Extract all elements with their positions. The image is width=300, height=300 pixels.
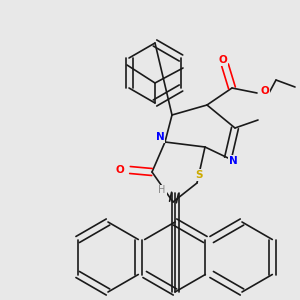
Text: O: O (116, 165, 124, 175)
Text: H: H (158, 185, 166, 195)
Text: N: N (156, 132, 164, 142)
Text: S: S (195, 170, 203, 180)
Text: O: O (219, 55, 227, 65)
Text: H: H (159, 185, 167, 195)
Text: O: O (261, 86, 269, 96)
Text: N: N (229, 156, 237, 166)
